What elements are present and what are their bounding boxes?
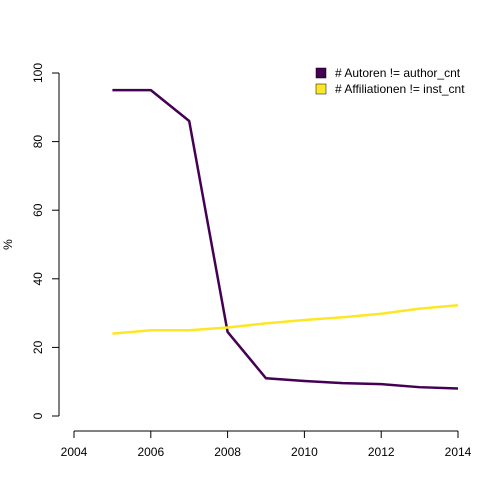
legend-label: # Autoren != author_cnt bbox=[335, 66, 461, 80]
legend-label: # Affiliationen != inst_cnt bbox=[335, 82, 465, 96]
y-axis: 0 20 40 60 80 100 bbox=[31, 63, 60, 419]
x-tick-label: 2010 bbox=[291, 445, 318, 459]
series-line-1 bbox=[112, 88, 459, 390]
y-tick-label: 80 bbox=[31, 135, 45, 149]
series-layer bbox=[112, 88, 459, 390]
x-tick-label: 2008 bbox=[214, 445, 241, 459]
x-axis: 2004 2006 2008 2010 2012 2014 bbox=[61, 430, 472, 459]
legend-swatch bbox=[315, 83, 327, 95]
x-tick-label: 2006 bbox=[137, 445, 164, 459]
x-tick-label: 2004 bbox=[61, 445, 88, 459]
y-axis-title: % bbox=[1, 239, 15, 250]
y-tick-label: 60 bbox=[31, 203, 45, 217]
x-tick-label: 2012 bbox=[368, 445, 395, 459]
x-tick-label: 2014 bbox=[445, 445, 472, 459]
y-tick-label: 40 bbox=[31, 272, 45, 286]
series-line-2 bbox=[112, 303, 459, 335]
y-tick-label: 0 bbox=[31, 412, 45, 419]
legend: # Autoren != author_cnt # Affiliationen !… bbox=[315, 66, 465, 96]
legend-swatch bbox=[315, 67, 327, 79]
y-tick-label: 20 bbox=[31, 340, 45, 354]
y-tick-label: 100 bbox=[31, 63, 45, 83]
